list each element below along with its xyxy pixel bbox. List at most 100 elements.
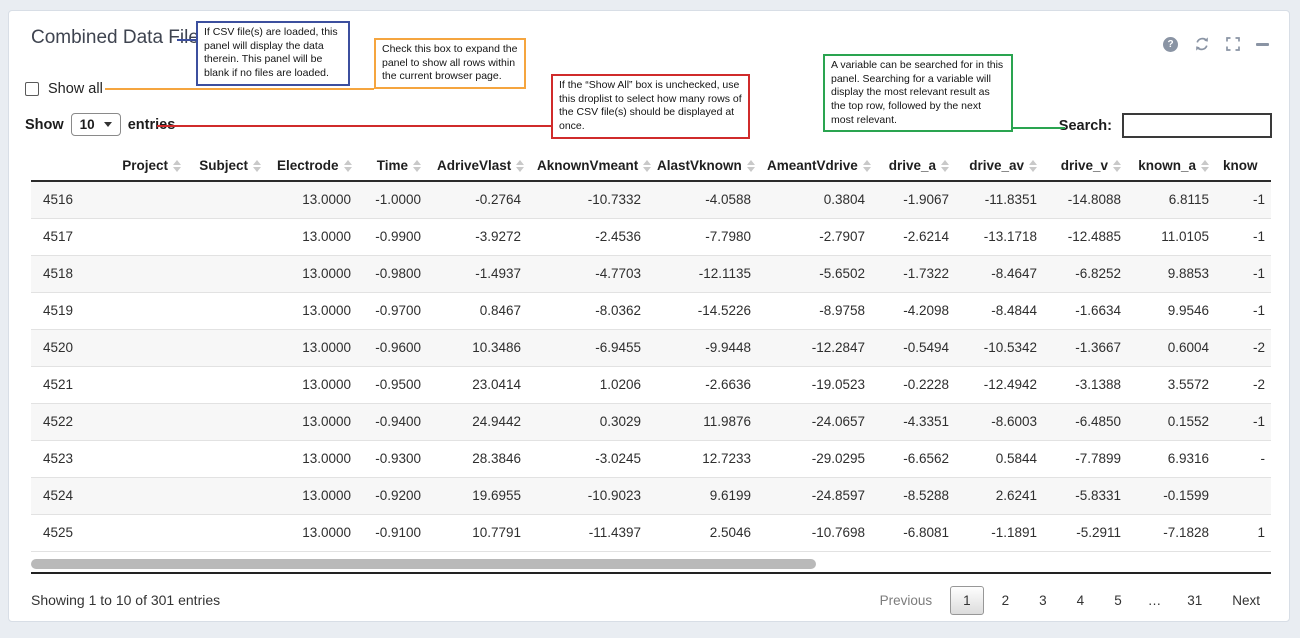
table-row: 4524 13.0000 -0.9200 19.6955 -10.9023 9.6199-… <box>31 477 1271 515</box>
table-cell: -6.6562 <box>877 440 961 478</box>
pagination-previous[interactable]: Previous <box>879 592 933 608</box>
table-cell: 4521 <box>31 366 111 404</box>
table-cell <box>1221 477 1271 515</box>
column-label: Time <box>376 158 408 173</box>
table-cell: 10.3486 <box>433 329 533 367</box>
pagination-page-31[interactable]: 31 <box>1187 592 1203 608</box>
table-cell: 13.0000 <box>273 366 363 404</box>
table-cell <box>111 218 193 256</box>
sort-arrows-icon <box>413 159 421 172</box>
column-header-AlastVknown[interactable]: AlastVknown <box>653 151 763 182</box>
table-cell: -5.8331 <box>1049 477 1133 515</box>
table-cell: -2 <box>1221 329 1271 367</box>
pagination-next[interactable]: Next <box>1232 592 1260 608</box>
pagination-page-5[interactable]: 5 <box>1114 592 1122 608</box>
expand-icon[interactable] <box>1226 37 1240 51</box>
refresh-icon[interactable] <box>1194 36 1210 52</box>
table-cell: 4520 <box>31 329 111 367</box>
table-cell: -1 <box>1221 218 1271 256</box>
column-label: drive_v <box>1060 158 1108 173</box>
table-cell: -7.7980 <box>653 218 763 256</box>
table-cell: -7.1828 <box>1133 514 1221 552</box>
table-cell: -6.4850 <box>1049 403 1133 441</box>
table-cell: -12.4942 <box>961 366 1049 404</box>
column-header-Electrode[interactable]: Electrode <box>273 151 363 182</box>
show-label: Show <box>25 116 64 133</box>
minimize-icon[interactable] <box>1256 42 1269 46</box>
combined-data-file-panel: Combined Data File ? If CSV file(s) are … <box>8 10 1290 622</box>
table-cell: -14.5226 <box>653 292 763 330</box>
table-cell: 4524 <box>31 477 111 515</box>
pagination-page-1[interactable]: 1 <box>950 585 984 615</box>
column-label: drive_av <box>969 158 1024 173</box>
column-header-index <box>31 151 111 182</box>
table-cell <box>193 477 273 515</box>
help-icon[interactable]: ? <box>1163 36 1178 52</box>
sort-arrows-icon <box>941 159 949 172</box>
page-size-select[interactable]: 10 <box>70 113 121 136</box>
table-cell: -0.9700 <box>363 292 433 330</box>
table-cell: 0.3804 <box>763 181 877 219</box>
table-cell: 4516 <box>31 181 111 219</box>
table-cell <box>193 366 273 404</box>
column-header-AmeantVdrive[interactable]: AmeantVdrive <box>763 151 877 182</box>
column-header-known_a[interactable]: known_a <box>1133 151 1221 182</box>
column-header-drive_v[interactable]: drive_v <box>1049 151 1133 182</box>
pagination-page-4[interactable]: 4 <box>1076 592 1085 608</box>
column-header-drive_a[interactable]: drive_a <box>877 151 961 182</box>
column-header-AdriveVlast[interactable]: AdriveVlast <box>433 151 533 182</box>
column-header-Subject[interactable]: Subject <box>193 151 273 182</box>
connector-line-blue <box>177 39 196 41</box>
page-size-value: 10 <box>79 117 95 132</box>
table-cell: 13.0000 <box>273 292 363 330</box>
column-label: AmeantVdrive <box>767 158 858 173</box>
table-cell: -6.9455 <box>533 329 653 367</box>
table-cell: -1 <box>1221 403 1271 441</box>
table-row: 4521 13.0000 -0.9500 23.0414 1.0206 -2.6636 -1… <box>31 366 1271 404</box>
table-row: 4522 13.0000 -0.9400 24.9442 0.3029 11.9876 -2… <box>31 403 1271 441</box>
table-cell: -1.3667 <box>1049 329 1133 367</box>
table-cell: 13.0000 <box>273 403 363 441</box>
horizontal-scrollbar-thumb[interactable] <box>31 559 816 569</box>
table-cell: 13.0000 <box>273 477 363 515</box>
column-header-know: know <box>1221 151 1271 182</box>
table-cell: -7.7899 <box>1049 440 1133 478</box>
table-cell: -0.2764 <box>433 181 533 219</box>
search-input[interactable] <box>1122 113 1272 138</box>
table-cell <box>193 514 273 552</box>
table-cell: -5.6502 <box>763 255 877 293</box>
table-cell: -3.9272 <box>433 218 533 256</box>
table-cell: 13.0000 <box>273 440 363 478</box>
pagination-page-2[interactable]: 2 <box>1001 592 1010 608</box>
show-all-label: Show all <box>48 81 103 97</box>
column-header-drive_av[interactable]: drive_av <box>961 151 1049 182</box>
connector-line-orange <box>105 88 374 90</box>
table-cell: -6.8252 <box>1049 255 1133 293</box>
table-header-row: Project Subject Electrode Time AdriveVlast Ak… <box>31 151 1271 182</box>
table-cell: 0.8467 <box>433 292 533 330</box>
table-cell: 6.8115 <box>1133 181 1221 219</box>
column-header-Time[interactable]: Time <box>363 151 433 182</box>
pagination-page-3[interactable]: 3 <box>1039 592 1047 608</box>
table-cell: -5.2911 <box>1049 514 1133 552</box>
table-cell <box>193 440 273 478</box>
table-cell: -8.4844 <box>961 292 1049 330</box>
table-cell: -0.9400 <box>363 403 433 441</box>
table-cell: -12.4885 <box>1049 218 1133 256</box>
table-row: 4517 13.0000 -0.9900 -3.9272 -2.4536 -7.7980-… <box>31 218 1271 256</box>
column-header-Project[interactable]: Project <box>111 151 193 182</box>
entries-label: entries <box>127 116 176 133</box>
show-all-checkbox[interactable] <box>25 82 39 96</box>
table-cell: -24.8597 <box>763 477 877 515</box>
table-cell: 4522 <box>31 403 111 441</box>
table-cell <box>193 218 273 256</box>
connector-line-green <box>1013 127 1065 129</box>
table-cell: -12.2847 <box>763 329 877 367</box>
column-header-AknownVmeant[interactable]: AknownVmeant <box>533 151 653 182</box>
table-cell <box>111 329 193 367</box>
sort-arrows-icon <box>173 159 181 172</box>
pagination: Previous 1 2 3 4 5 … 31 Next <box>868 585 1272 615</box>
table-cell: 12.7233 <box>653 440 763 478</box>
table-cell: -1.7322 <box>877 255 961 293</box>
connector-line-red <box>157 125 551 127</box>
